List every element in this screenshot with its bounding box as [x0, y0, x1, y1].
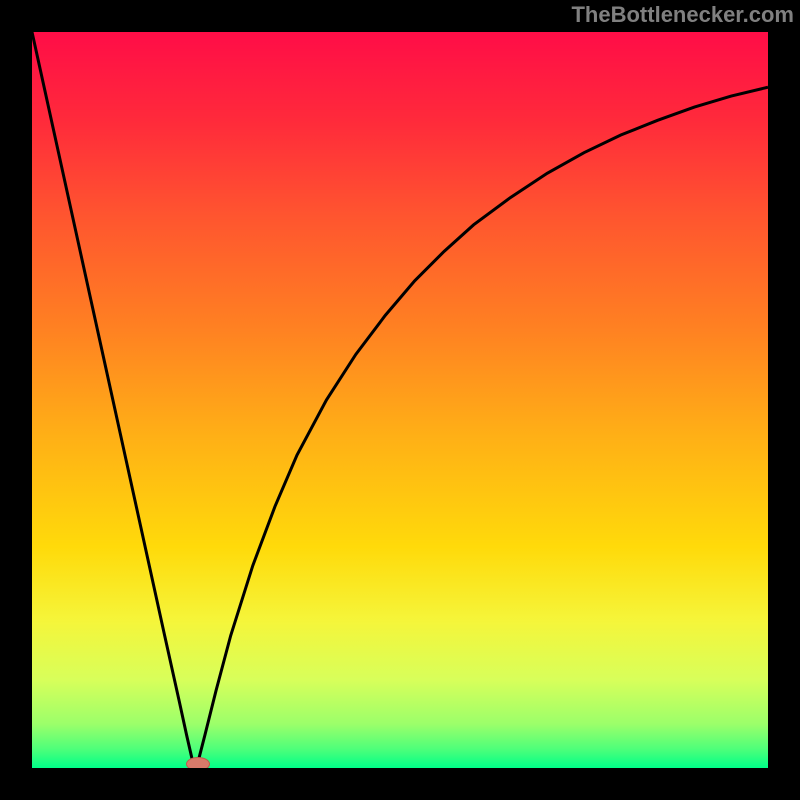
- bottleneck-curve: [32, 32, 768, 768]
- watermark-text: TheBottlenecker.com: [571, 2, 794, 28]
- chart-container: TheBottlenecker.com: [0, 0, 800, 800]
- plot-area: [32, 32, 768, 768]
- optimum-marker: [186, 757, 210, 768]
